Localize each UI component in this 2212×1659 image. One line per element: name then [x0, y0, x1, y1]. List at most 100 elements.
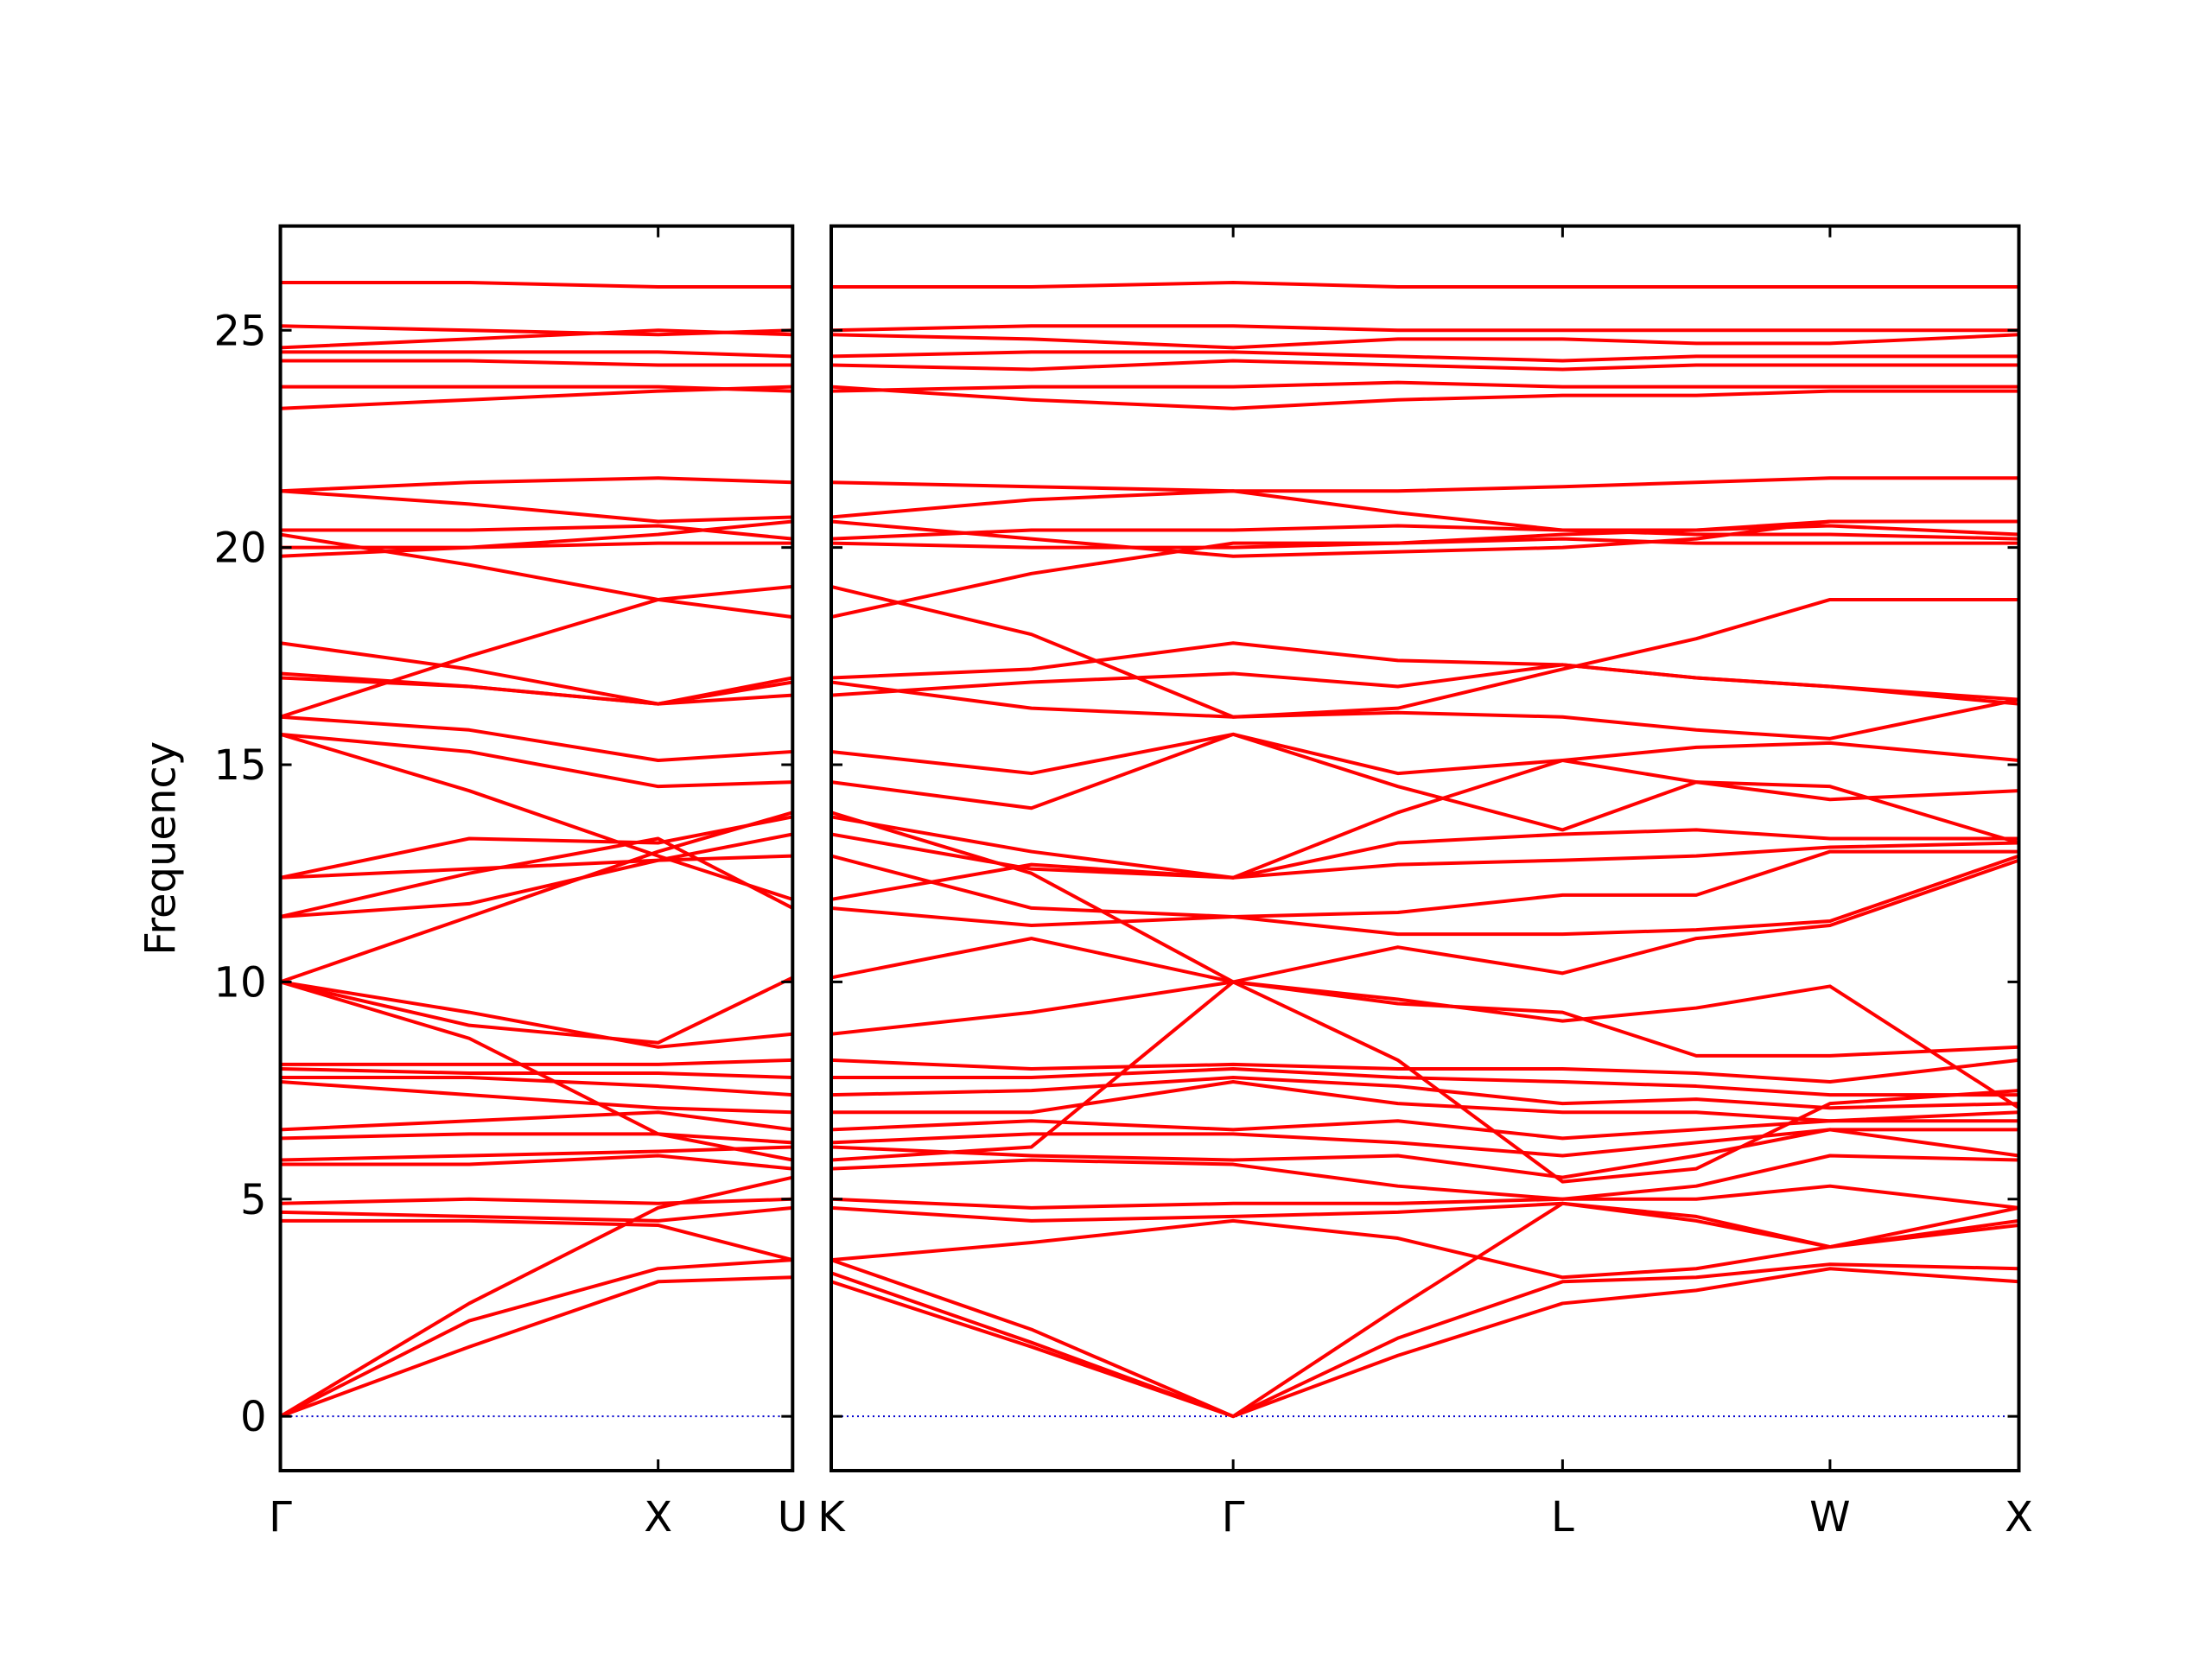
band-line [831, 758, 2019, 901]
band-line [280, 324, 793, 337]
band-line [831, 1262, 2019, 1419]
y-tick-label: 5 [240, 1176, 267, 1224]
band-line [831, 732, 2019, 845]
band-line [831, 380, 2019, 393]
band-line [280, 350, 793, 359]
band-line [280, 836, 793, 918]
band-line [280, 641, 793, 706]
band-line [831, 524, 2019, 541]
x-tick-label: K [817, 1493, 846, 1541]
band-line [280, 976, 793, 1045]
y-tick-label: 15 [213, 741, 266, 790]
band-line [280, 532, 793, 620]
band-line [280, 541, 793, 550]
x-tick-label: X [2005, 1493, 2033, 1541]
band-line [280, 519, 793, 558]
band-line [280, 854, 793, 918]
band-line [831, 1201, 2019, 1249]
band-line [280, 1058, 793, 1066]
band-line [280, 476, 793, 493]
band-line [831, 680, 2019, 741]
band-line [831, 1058, 2019, 1084]
band-line [831, 359, 2019, 372]
band-line [831, 280, 2019, 289]
band-line [280, 815, 793, 880]
band-line [831, 333, 2019, 350]
band-line [280, 1175, 793, 1418]
band-line [831, 1218, 2019, 1280]
band-line [831, 849, 2019, 928]
band-line [831, 1066, 2019, 1097]
band-line [831, 584, 2019, 719]
band-line [831, 1128, 2019, 1179]
band-line [280, 524, 793, 541]
band-line [280, 732, 793, 901]
band-line [280, 280, 793, 289]
x-tick-label: Γ [1222, 1493, 1245, 1541]
band-line [831, 1080, 2019, 1123]
x-tick-label: W [1809, 1493, 1850, 1541]
x-tick-label: X [644, 1493, 672, 1541]
x-tick-label: Γ [269, 1493, 292, 1541]
band-line [831, 732, 2019, 810]
band-line [280, 385, 793, 393]
band-line [831, 854, 2019, 937]
band-line [280, 584, 793, 719]
band-line [280, 832, 793, 880]
y-axis-label: Frequency [137, 741, 186, 956]
band-line [831, 489, 2019, 532]
band-line [831, 815, 2019, 880]
band-line [280, 715, 793, 762]
band-line [831, 980, 2019, 1109]
band-line [280, 1205, 793, 1223]
band-line [831, 937, 2019, 1058]
band-line [280, 1076, 793, 1097]
plot-area [280, 280, 793, 1419]
y-tick-label: 25 [213, 307, 266, 355]
band-line [831, 1184, 2019, 1210]
band-line [280, 1258, 793, 1418]
band-line [280, 671, 793, 706]
band-line [831, 537, 2019, 550]
band-line [280, 359, 793, 367]
band-line [280, 980, 793, 1162]
axes-frame [278, 224, 795, 1473]
band-line [831, 1128, 2019, 1158]
y-tick-label: 10 [213, 958, 266, 1007]
band-line [831, 980, 2019, 1184]
band-line [280, 489, 793, 524]
band-line [831, 324, 2019, 333]
band-line [831, 385, 2019, 410]
band-line [280, 1066, 793, 1079]
axes-frame [830, 224, 2021, 1473]
band-line [280, 1132, 793, 1145]
x-tick-label: L [1551, 1493, 1574, 1541]
y-tick-label: 0 [240, 1393, 267, 1441]
band-line [831, 1154, 2019, 1201]
x-tick-label: U [778, 1493, 808, 1541]
band-line [831, 1119, 2019, 1141]
band-line [831, 350, 2019, 363]
band-line [280, 1275, 793, 1419]
band-line [280, 810, 793, 984]
band-line [831, 1076, 2019, 1110]
band-line [280, 1197, 793, 1205]
band-line [831, 476, 2019, 493]
band-line [280, 1110, 793, 1132]
band-line [831, 524, 2019, 620]
plot-area [831, 280, 2019, 1419]
band-line [280, 1080, 793, 1115]
band-line [831, 641, 2019, 702]
band-line [831, 810, 2019, 984]
band-line [280, 1145, 793, 1162]
band-line [831, 1267, 2019, 1419]
band-line [831, 828, 2019, 880]
band-line [280, 1154, 793, 1171]
band-line [280, 732, 793, 789]
y-tick-label: 20 [213, 524, 266, 573]
band-line [280, 1218, 793, 1262]
band-line [280, 980, 793, 1049]
